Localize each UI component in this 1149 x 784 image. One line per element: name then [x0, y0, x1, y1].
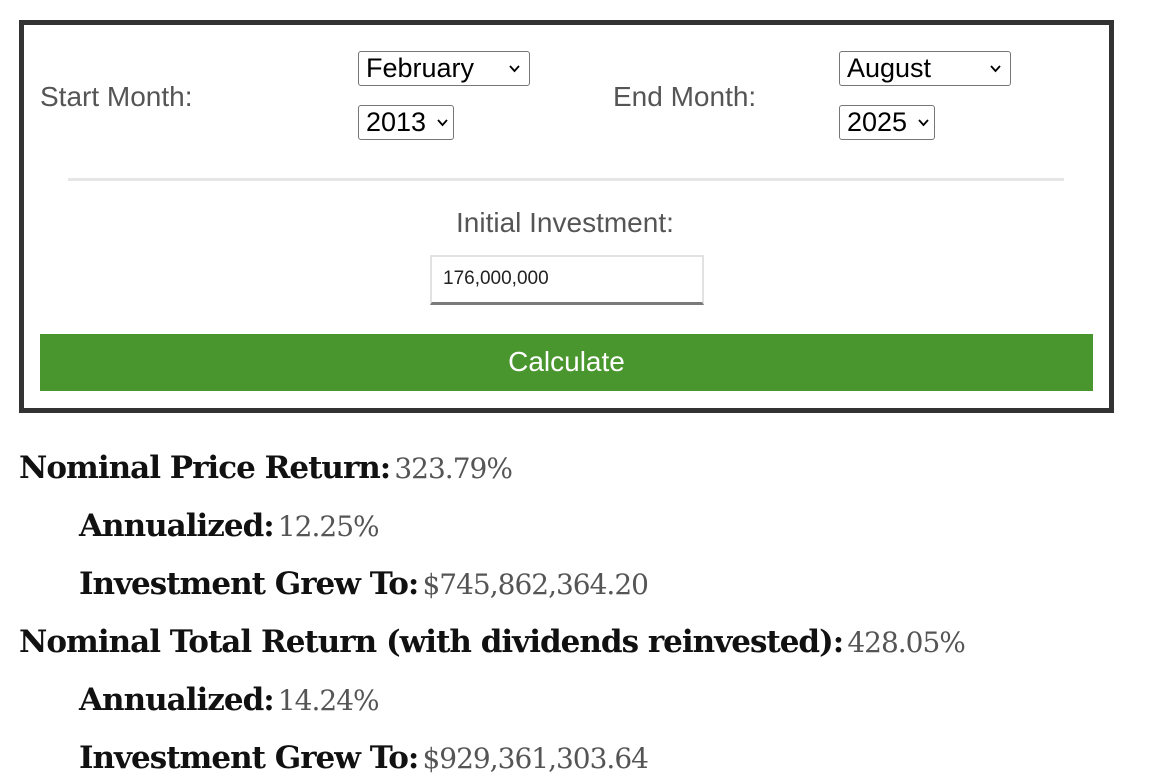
chevron-down-icon	[918, 119, 929, 127]
nominal-price-return-label: Nominal Price Return:	[19, 450, 391, 486]
end-month-label: End Month:	[613, 81, 757, 112]
divider	[68, 178, 1064, 181]
total-annualized-value: 14.24%	[277, 684, 380, 717]
price-annualized-row: Annualized: 12.25%	[79, 508, 380, 544]
nominal-total-return-row: Nominal Total Return (with dividends rei…	[19, 624, 966, 660]
total-grew-value: $929,361,303.64	[422, 742, 648, 775]
end-month-select[interactable]: August	[839, 51, 1011, 86]
end-year-select[interactable]: 2025	[839, 105, 935, 140]
chevron-down-icon	[990, 65, 1001, 73]
nominal-price-return-row: Nominal Price Return: 323.79%	[19, 450, 513, 486]
start-year-select[interactable]: 2013	[358, 105, 454, 140]
start-month-value: February	[366, 53, 475, 83]
nominal-total-return-value: 428.05%	[847, 626, 966, 659]
calculator-panel: Start Month: February 2013 End Month: Au…	[19, 20, 1114, 413]
price-grew-row: Investment Grew To: $745,862,364.20	[79, 566, 649, 602]
price-annualized-value: 12.25%	[277, 510, 380, 543]
price-grew-label: Investment Grew To:	[79, 566, 419, 602]
initial-investment-input[interactable]: 176,000,000	[430, 255, 704, 305]
total-grew-label: Investment Grew To:	[79, 740, 419, 776]
nominal-price-return-value: 323.79%	[394, 452, 513, 485]
chevron-down-icon	[509, 65, 520, 73]
total-annualized-label: Annualized:	[79, 682, 275, 718]
end-month-value: August	[847, 53, 932, 83]
start-month-label: Start Month:	[40, 81, 193, 112]
calculate-button[interactable]: Calculate	[40, 334, 1093, 391]
chevron-down-icon	[437, 119, 448, 127]
total-grew-row: Investment Grew To: $929,361,303.64	[79, 740, 649, 776]
start-year-value: 2013	[366, 107, 427, 137]
start-month-select[interactable]: February	[358, 51, 530, 86]
price-grew-value: $745,862,364.20	[422, 568, 648, 601]
total-annualized-row: Annualized: 14.24%	[79, 682, 380, 718]
nominal-total-return-label: Nominal Total Return (with dividends rei…	[19, 624, 844, 660]
price-annualized-label: Annualized:	[79, 508, 275, 544]
initial-investment-label: Initial Investment:	[456, 207, 674, 238]
end-year-value: 2025	[847, 107, 908, 137]
